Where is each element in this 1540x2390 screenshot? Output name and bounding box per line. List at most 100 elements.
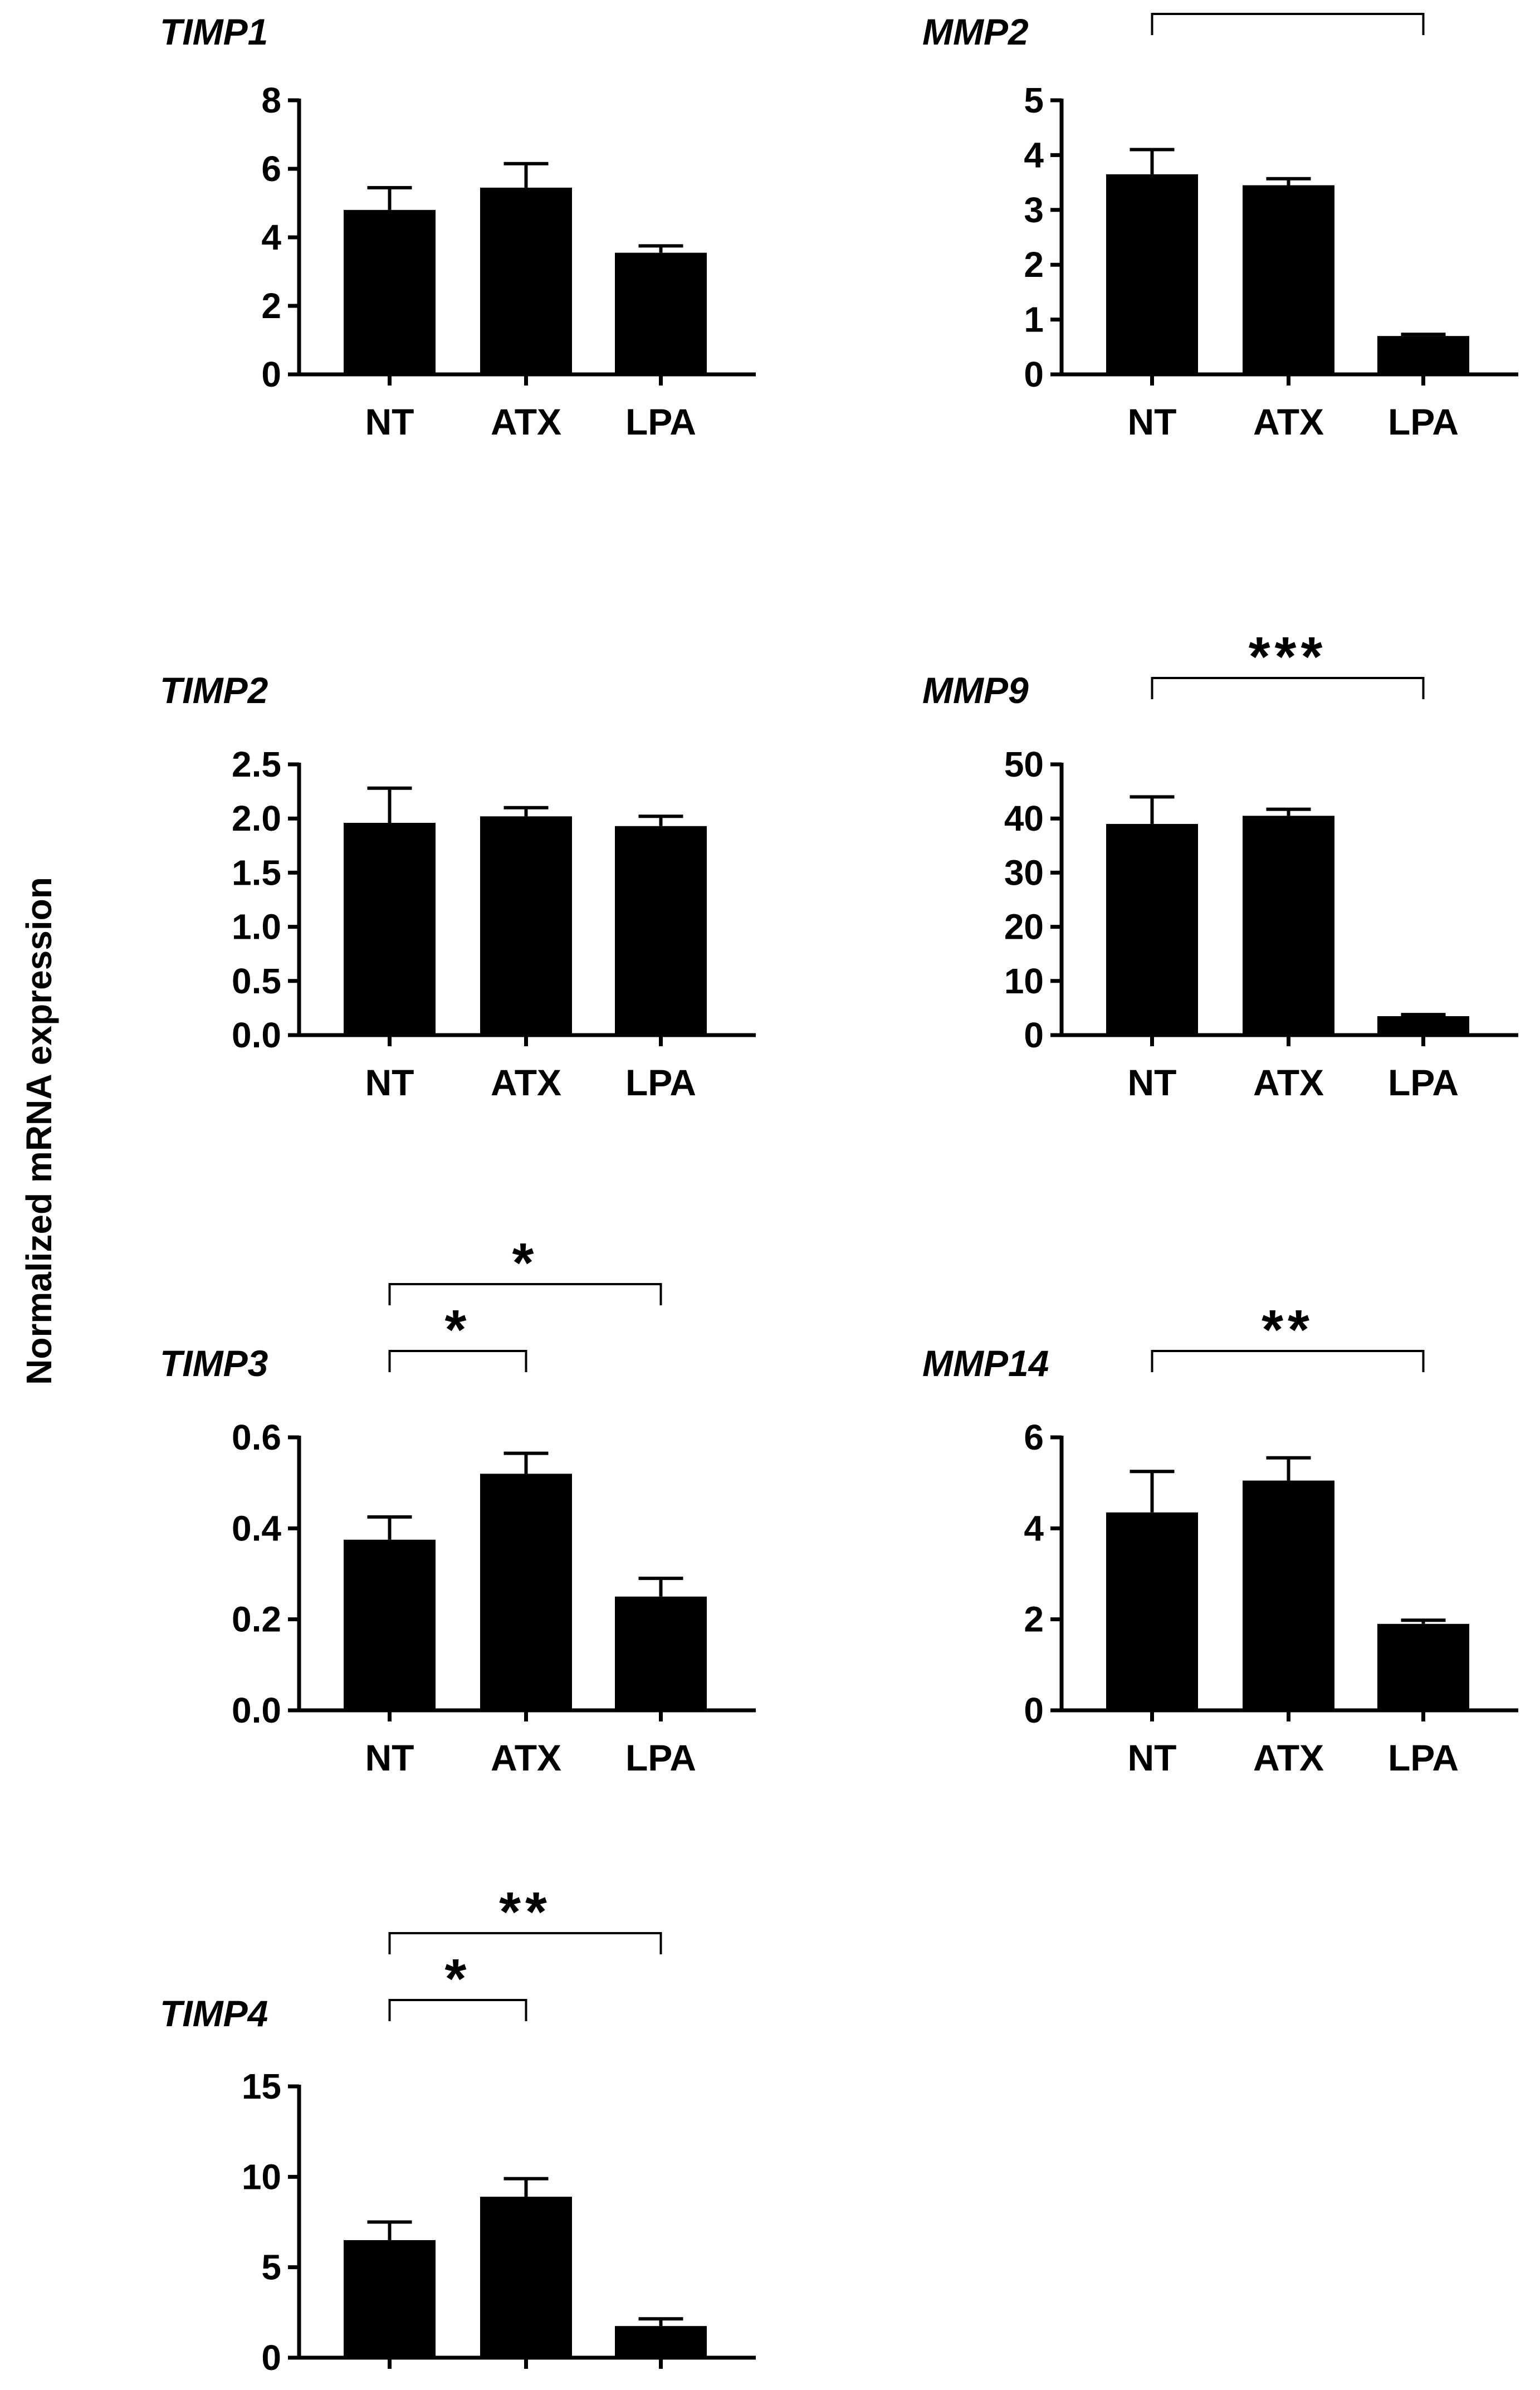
chart-mmp9-y-tick-label: 20 (1004, 907, 1044, 947)
chart-timp2-y-tick-label: 0.5 (232, 961, 281, 1001)
chart-timp3-significance-bracket (388, 1283, 662, 1305)
chart-timp1-bar-nt (344, 209, 436, 374)
chart-mmp14-y-tick-label: 2 (1024, 1599, 1044, 1640)
chart-mmp2-y-tick-label: 3 (1024, 190, 1044, 230)
chart-timp4-y-tick-label: 5 (261, 2247, 281, 2287)
chart-timp4-group: TIMP4051015NTATXLPA*** (160, 1881, 756, 2390)
chart-timp1-y-tick-label: 2 (261, 286, 281, 326)
chart-timp4-y-tick-label: 0 (261, 2338, 281, 2378)
chart-timp1-y-tick-label: 8 (261, 80, 281, 120)
chart-timp4-significance-label: ** (499, 1881, 551, 1943)
chart-mmp2-bar-atx (1243, 185, 1334, 374)
shared-y-axis-label: Normalized mRNA expression (19, 877, 59, 1385)
chart-mmp14-title: MMP14 (922, 1343, 1049, 1384)
chart-timp4-y-tick-label: 15 (242, 2066, 281, 2106)
chart-timp2-bar-atx (480, 816, 572, 1035)
chart-timp4-x-tick-label-lpa: LPA (625, 2384, 696, 2387)
chart-mmp14-significance-bracket (1151, 1350, 1425, 1372)
chart-mmp2-x-tick-label-atx: ATX (1253, 401, 1324, 442)
chart-mmp9-y-tick-label: 50 (1004, 744, 1044, 784)
chart-mmp2-group: MMP2 0 1 2 3 4 5 NT ATX LPA *** (922, 0, 1518, 442)
chart-mmp9-y-tick-label: 10 (1004, 961, 1044, 1001)
chart-mmp2-title: MMP2 (922, 11, 1029, 52)
chart-mmp9-significance-label: *** (1249, 626, 1327, 688)
chart-timp4-significance-label: * (445, 1948, 471, 2010)
chart-timp2-x-tick-label-lpa: LPA (625, 1062, 696, 1103)
chart-timp4-bar-lpa (615, 2326, 707, 2358)
chart-timp1-y-tick-label: 6 (261, 149, 281, 189)
chart-timp3-bar-nt (344, 1539, 436, 1710)
chart-mmp9-significance-bracket (1151, 677, 1425, 699)
chart-timp1-x-tick-label-nt: NT (365, 401, 414, 442)
chart-mmp14-x-tick-label-atx: ATX (1253, 1737, 1324, 1778)
chart-mmp2-significance-bracket (1151, 13, 1425, 35)
chart-mmp14-bar-atx (1243, 1480, 1334, 1710)
chart-timp3-y-tick-label: 0.4 (232, 1508, 281, 1548)
chart-mmp2-y-tick-label: 5 (1024, 80, 1044, 120)
chart-mmp14-bar-nt (1106, 1512, 1198, 1710)
chart-mmp2-y-tick-label: 4 (1024, 135, 1044, 175)
chart-mmp14-significance-label: ** (1262, 1299, 1314, 1361)
chart-mmp14-y-tick-label: 4 (1024, 1508, 1044, 1548)
chart-mmp9-x-tick-label-nt: NT (1128, 1062, 1177, 1103)
chart-mmp9-bar-atx (1243, 816, 1334, 1035)
chart-mmp14-bar-lpa (1377, 1623, 1469, 1710)
chart-mmp9-title: MMP9 (922, 670, 1029, 711)
chart-timp4-significance-bracket (388, 1999, 527, 2021)
chart-timp2-x-tick-label-nt: NT (365, 1062, 414, 1103)
chart-mmp14-y-tick-label: 6 (1024, 1417, 1044, 1457)
chart-mmp14-x-tick-label-nt: NT (1128, 1737, 1177, 1778)
chart-timp1-x-tick-label-lpa: LPA (625, 401, 696, 442)
chart-timp4-y-tick-label: 10 (242, 2157, 281, 2197)
chart-mmp14-group: MMP14 0 2 4 6 NT ATX LPA ** (922, 1299, 1518, 1778)
chart-timp1-y-tick-label: 4 (261, 217, 281, 257)
chart-timp3-y-tick-label: 0.2 (232, 1599, 281, 1640)
chart-mmp2-x-tick-label-nt: NT (1128, 401, 1177, 442)
chart-mmp2-y-tick-label: 1 (1024, 300, 1044, 340)
chart-timp2-y-tick-label: 0.0 (232, 1015, 281, 1055)
chart-timp2-y-tick-label: 1.5 (232, 852, 281, 892)
chart-timp3-y-tick-label: 0.6 (232, 1417, 281, 1457)
chart-timp3-bar-lpa (615, 1596, 707, 1710)
chart-timp1-group: TIMP1 0 2 4 6 8 NT ATX LPA (160, 11, 756, 442)
chart-timp2-title: TIMP2 (160, 670, 268, 711)
chart-timp3-significance-bracket (388, 1350, 527, 1372)
chart-timp3-bar-atx (480, 1474, 572, 1710)
chart-mmp2-bar-nt (1106, 174, 1198, 374)
chart-timp3-significance-label: * (512, 1232, 539, 1294)
chart-timp4-title: TIMP4 (160, 1993, 268, 2034)
chart-mmp14-x-tick-label-lpa: LPA (1388, 1737, 1459, 1778)
chart-timp3-title: TIMP3 (160, 1343, 268, 1384)
chart-timp3-x-tick-label-nt: NT (365, 1737, 414, 1778)
chart-timp3-significance-label: * (445, 1299, 471, 1361)
chart-timp2-x-tick-label-atx: ATX (491, 1062, 561, 1103)
chart-mmp9-group: MMP9 0 10 20 30 40 50 NT ATX LPA *** (922, 626, 1518, 1103)
chart-timp3-x-tick-label-atx: ATX (491, 1737, 561, 1778)
chart-timp3-group: TIMP3 0.0 0.2 0.4 0.6 NT ATX LPA * * (160, 1232, 756, 1778)
chart-mmp9-y-tick-label: 0 (1024, 1015, 1044, 1055)
chart-timp1-bar-atx (480, 187, 572, 374)
chart-timp3-x-tick-label-lpa: LPA (625, 1737, 696, 1778)
chart-timp4-x-tick-label-atx: ATX (491, 2384, 561, 2387)
chart-timp2-bar-lpa (615, 826, 707, 1035)
chart-mmp9-x-tick-label-atx: ATX (1253, 1062, 1324, 1103)
chart-mmp9-bar-lpa (1377, 1016, 1469, 1035)
chart-timp4-x-tick-label-nt: NT (365, 2384, 414, 2387)
chart-mmp2-bar-lpa (1377, 336, 1469, 374)
chart-timp2-y-tick-label: 2.5 (232, 744, 281, 784)
chart-mmp2-y-tick-label: 2 (1024, 245, 1044, 285)
chart-mmp14-y-tick-label: 0 (1024, 1690, 1044, 1730)
chart-timp2-group: TIMP2 0.0 0.5 1.0 1.5 2.0 2.5 NT ATX LPA (160, 670, 756, 1103)
chart-timp3-y-tick-label: 0.0 (232, 1690, 281, 1730)
chart-timp4-bar-atx (480, 2197, 572, 2358)
chart-timp1-title: TIMP1 (160, 11, 268, 52)
chart-timp1-x-tick-label-atx: ATX (491, 401, 561, 442)
chart-mmp9-y-tick-label: 30 (1004, 852, 1044, 892)
chart-timp2-y-tick-label: 1.0 (232, 907, 281, 947)
chart-mmp9-x-tick-label-lpa: LPA (1388, 1062, 1459, 1103)
chart-timp4-significance-bracket (388, 1932, 662, 1954)
chart-mmp2-x-tick-label-lpa: LPA (1388, 401, 1459, 442)
chart-mmp2-y-tick-label: 0 (1024, 354, 1044, 394)
chart-timp2-y-tick-label: 2.0 (232, 798, 281, 838)
